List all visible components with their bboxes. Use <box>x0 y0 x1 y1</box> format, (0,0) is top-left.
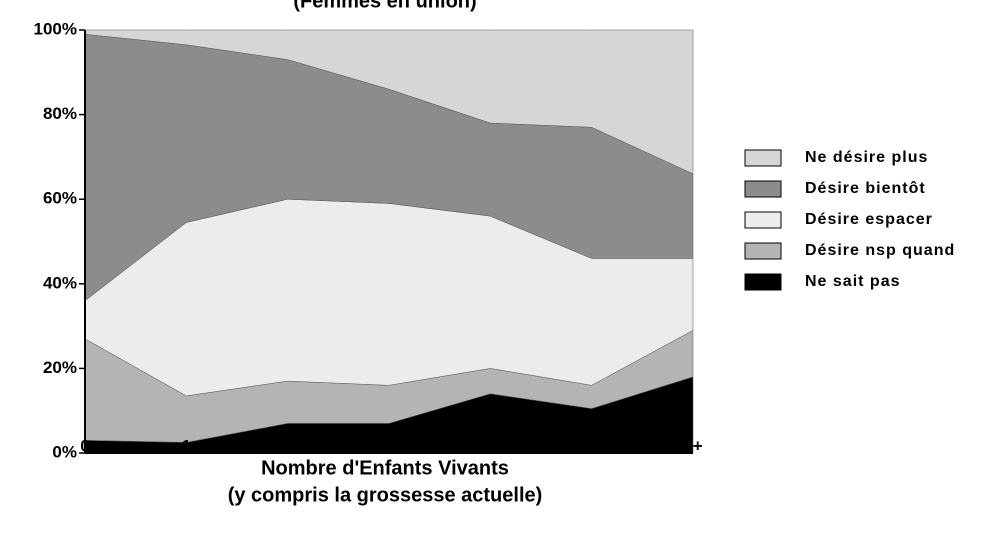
chart-title: (Femmes en union) <box>293 0 476 12</box>
legend-swatch <box>744 242 782 260</box>
y-tick-label: 80% <box>43 104 77 123</box>
x-tick-label: 6+ <box>683 436 702 455</box>
y-tick-label: 100% <box>34 19 77 38</box>
x-tick-label: 5 <box>587 436 596 455</box>
x-axis-title: Nombre d'Enfants Vivants <box>261 457 509 479</box>
x-tick-label: 0 <box>80 436 89 455</box>
legend-swatch <box>744 180 782 198</box>
x-tick-label: 3 <box>384 436 393 455</box>
legend-label: Désire espacer <box>805 211 933 228</box>
legend-label: Désire bientôt <box>805 180 926 197</box>
y-tick-label: 40% <box>43 273 77 292</box>
x-tick-label: 4 <box>486 436 496 455</box>
legend-label: Ne sait pas <box>805 273 900 290</box>
x-tick-label: 2 <box>283 436 292 455</box>
y-tick-label: 0% <box>52 442 77 461</box>
legend-label: Ne désire plus <box>805 149 928 166</box>
legend-label: Désire nsp quand <box>805 242 955 259</box>
x-tick-label: 1 <box>182 436 191 455</box>
legend-swatch <box>744 211 782 229</box>
x-axis-subtitle: (y compris la grossesse actuelle) <box>228 484 543 506</box>
legend-swatch <box>744 149 782 167</box>
y-tick-label: 20% <box>43 358 77 377</box>
area <box>84 29 694 175</box>
legend-swatch <box>744 273 782 291</box>
y-tick-label: 60% <box>43 189 77 208</box>
